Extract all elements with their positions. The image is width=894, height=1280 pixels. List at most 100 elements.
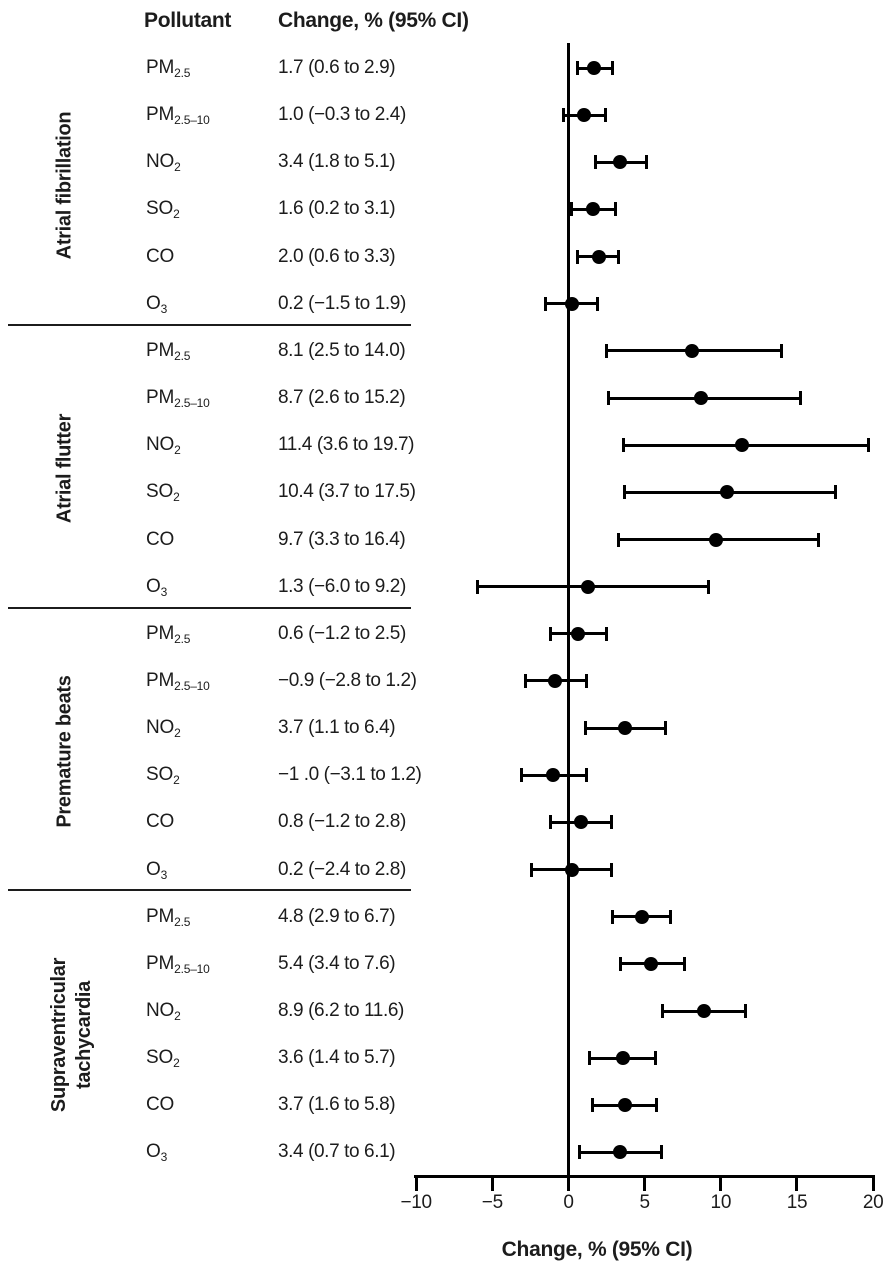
ci-value-text: 2.0 (0.6 to 3.3) [278,245,396,267]
pollutant-subscript-text: 2.5–10 [174,113,210,128]
ci-cap-high [816,532,820,547]
pollutant-base-text: PM [146,57,175,78]
ci-value-text: 0.2 (−1.5 to 1.9) [278,292,406,314]
group-outcome-label: Atrial fibrillation [53,36,78,336]
pollutant-subscript-text: 2.5 [174,66,191,80]
ci-cap-high [585,673,589,688]
pollutant-subscript-text: 2 [174,160,181,175]
point-estimate-dot [694,391,709,406]
ci-value-text: 8.1 (2.5 to 14.0) [278,339,406,361]
pollutant-label: PM2.5 [146,903,190,931]
pollutant-label: O3 [146,856,167,884]
ci-cap-low [594,155,598,170]
point-estimate-dot [616,1051,631,1066]
ci-cap-high [669,909,673,924]
ci-value-text: 9.7 (3.3 to 16.4) [278,528,406,550]
point-estimate-dot [634,909,649,924]
ci-cap-low [617,532,621,547]
ci-cap-high [609,815,613,830]
ci-value-text: 11.4 (3.6 to 19.7) [278,434,415,456]
x-axis-tick [795,1178,799,1191]
ci-cap-low [570,202,574,217]
point-estimate-dot [546,768,561,783]
pollutant-label: O3 [146,1138,167,1166]
group-outcome-label-line: Premature beats [53,675,76,828]
zero-reference-line [567,43,570,1177]
point-estimate-dot [587,61,602,75]
x-axis-tick-label: 15 [786,1192,808,1213]
group-outcome-label: Supraventricular tachycardia [47,885,97,1185]
pollutant-label: NO2 [146,431,181,459]
pollutant-label: SO2 [146,761,180,789]
ci-cap-high [605,626,609,641]
ci-cap-low [623,485,627,500]
point-estimate-dot [697,1004,712,1018]
ci-value-text: 8.9 (6.2 to 11.6) [278,1000,404,1021]
pollutant-label: NO2 [146,714,181,742]
ci-value-text: −1 .0 (−3.1 to 1.2) [278,764,422,786]
pollutant-base-text: O [146,292,161,314]
pollutant-label: CO [146,1091,174,1119]
point-estimate-dot [576,108,591,123]
x-axis-tick-label: −5 [481,1192,503,1213]
pollutant-subscript-text: 2.5 [174,348,191,363]
ci-cap-low [548,815,552,830]
pollutant-label: SO2 [146,1044,180,1072]
pollutant-base-text: SO [146,198,174,220]
ci-cap-high [585,768,589,783]
ci-value-text: 3.7 (1.1 to 6.4) [278,717,396,739]
pollutant-label: PM2.5–10 [146,101,210,129]
pollutant-base-text: PM [146,952,175,974]
ci-value-text: 8.7 (2.6 to 15.2) [278,387,406,409]
pollutant-label: PM2.5–10 [146,384,210,412]
ci-value-text: 3.4 (0.7 to 6.1) [278,1141,396,1163]
ci-cap-high [833,485,837,500]
pollutant-base-text: CO [146,811,175,833]
pollutant-subscript-text: 3 [160,1150,168,1165]
pollutant-label: PM2.5–10 [146,950,210,978]
pollutant-column-header: Pollutant [144,9,232,32]
pollutant-base-text: NO [146,1000,175,1021]
group-outcome-label-line: tachycardia [73,980,95,1089]
point-estimate-dot [585,202,600,217]
x-axis-tick [490,1178,494,1191]
ci-cap-high [867,438,871,453]
ci-cap-low [576,249,580,264]
group-outcome-label-line: Supraventricular [48,957,70,1112]
ci-cap-high [743,1004,747,1018]
ci-cap-low [606,391,610,406]
pollutant-label: CO [146,526,174,554]
group-outcome-label: Atrial flutter [53,319,78,619]
ci-cap-low [621,438,625,453]
ci-cap-high [609,862,613,877]
point-estimate-dot [684,343,699,358]
pollutant-label: CO [146,243,174,271]
point-estimate-dot [617,1098,632,1113]
pollutant-label: O3 [146,573,167,601]
pollutant-subscript-text: 2.5–10 [174,678,210,693]
point-estimate-dot [613,155,628,170]
ci-value-text: 1.7 (0.6 to 2.9) [278,57,396,78]
pollutant-label: SO2 [146,478,180,506]
point-estimate-dot [719,485,734,500]
pollutant-base-text: PM [146,339,175,361]
pollutant-subscript-text: 2.5 [174,914,191,929]
point-estimate-dot [547,673,562,688]
ci-cap-high [798,391,802,406]
ci-value-text: −0.9 (−2.8 to 1.2) [278,669,417,691]
ci-cap-low [576,61,580,75]
x-axis-tick-label: 0 [563,1192,574,1213]
ci-cap-high [653,1051,657,1066]
pollutant-subscript-text: 2.5–10 [174,396,210,411]
pollutant-base-text: PM [146,669,175,691]
ci-value-text: 3.7 (1.6 to 5.8) [278,1094,396,1116]
pollutant-base-text: SO [146,764,174,786]
group-separator-line [8,889,411,891]
ci-value-text: 0.8 (−1.2 to 2.8) [278,811,406,833]
ci-cap-low [618,956,622,971]
pollutant-base-text: PM [146,622,175,644]
pollutant-base-text: NO [146,151,175,173]
pollutant-label: NO2 [146,997,181,1025]
ci-cap-low [611,909,615,924]
